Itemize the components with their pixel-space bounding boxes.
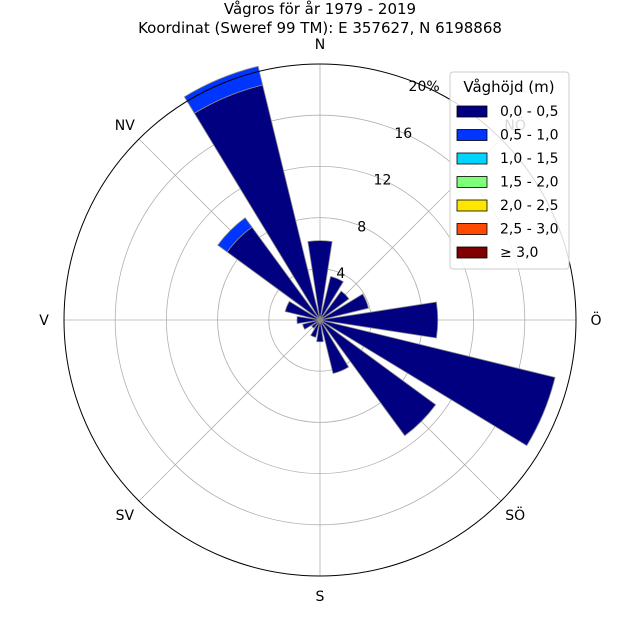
legend-swatch: [456, 176, 488, 188]
legend-label: 2,5 - 3,0: [500, 222, 558, 238]
legend-frame: [449, 71, 570, 270]
rose-bar-VNV-0,0 - 0,5: [284, 300, 321, 321]
rose-bar-ÖSÖ-0,0 - 0,5: [319, 319, 556, 447]
direction-label-S: S: [316, 589, 325, 605]
legend-label: 2,0 - 2,5: [500, 198, 558, 214]
legend-label: 1,0 - 1,5: [500, 151, 558, 167]
direction-label-N: N: [315, 37, 325, 53]
legend-label: ≥ 3,0: [500, 245, 538, 261]
rose-bars: [183, 65, 556, 447]
radial-tick-8: 8: [357, 219, 366, 235]
legend-swatch: [456, 129, 488, 141]
outer-frame: [63, 63, 577, 577]
radial-tick-20: 20%: [409, 79, 440, 95]
chart-subtitle: Koordinat (Sweref 99 TM): E 357627, N 61…: [138, 19, 502, 37]
rose-bar-VSV-0,0 - 0,5: [302, 319, 321, 330]
legend-title: Våghöjd (m): [463, 78, 554, 96]
radial-tick-16: 16: [394, 126, 412, 142]
legend-swatch: [456, 223, 488, 235]
rose-bar-SÖ-0,0 - 0,5: [319, 319, 437, 437]
direction-label-SÖ: SÖ: [505, 506, 525, 524]
legend-items: 0,0 - 0,5 0,5 - 1,0 1,0 - 1,5 1,5 - 2,0 2,0 …: [456, 104, 558, 261]
legend-swatch: [456, 152, 488, 165]
rose-bar-V-0,0 - 0,5: [296, 316, 321, 324]
direction-label-V: V: [39, 313, 49, 329]
radial-tick-12: 12: [374, 173, 392, 189]
rose-bar-SSÖ-0,0 - 0,5: [319, 319, 350, 374]
rose-bar-N-0,0 - 0,5: [307, 240, 333, 321]
legend-swatch: [456, 199, 488, 212]
grid-spoke: [138, 319, 321, 502]
rose-bar-NNV-0,5 - 1,0: [183, 65, 264, 114]
radial-tick-4: 4: [336, 266, 345, 282]
rose-bar-SV-0,0 - 0,5: [311, 319, 321, 329]
chart-title: Vågros för år 1979 - 2019: [224, 0, 416, 18]
direction-label-NV: NV: [115, 118, 135, 134]
radial-tick-labels: 4 8 12 16 20%: [336, 79, 439, 282]
rose-bar-NÖ-0,0 - 0,5: [319, 290, 350, 321]
rose-bar-NV-0,5 - 1,0: [217, 217, 253, 253]
legend-label: 0,0 - 0,5: [500, 104, 558, 120]
rose-bar-NNÖ-0,0 - 0,5: [319, 275, 344, 321]
rose-bar-SSV-0,0 - 0,5: [310, 319, 321, 338]
direction-label-SV: SV: [116, 508, 135, 524]
direction-label-Ö: Ö: [590, 311, 601, 329]
legend-swatch: [456, 105, 488, 118]
legend: Våghöjd (m) 0,0 - 0,5 0,5 - 1,0 1,0 - 1,5 1…: [449, 71, 570, 270]
legend-label: 1,5 - 2,0: [500, 175, 558, 191]
legend-swatch: [456, 246, 488, 259]
rose-bar-NNV-0,0 - 0,5: [193, 84, 321, 321]
rose-bar-Ö-0,0 - 0,5: [319, 301, 439, 339]
rose-bar-ÖNÖ-0,0 - 0,5: [319, 293, 369, 321]
legend-label: 0,5 - 1,0: [500, 128, 558, 144]
rose-bar-S-0,0 - 0,5: [316, 319, 324, 343]
